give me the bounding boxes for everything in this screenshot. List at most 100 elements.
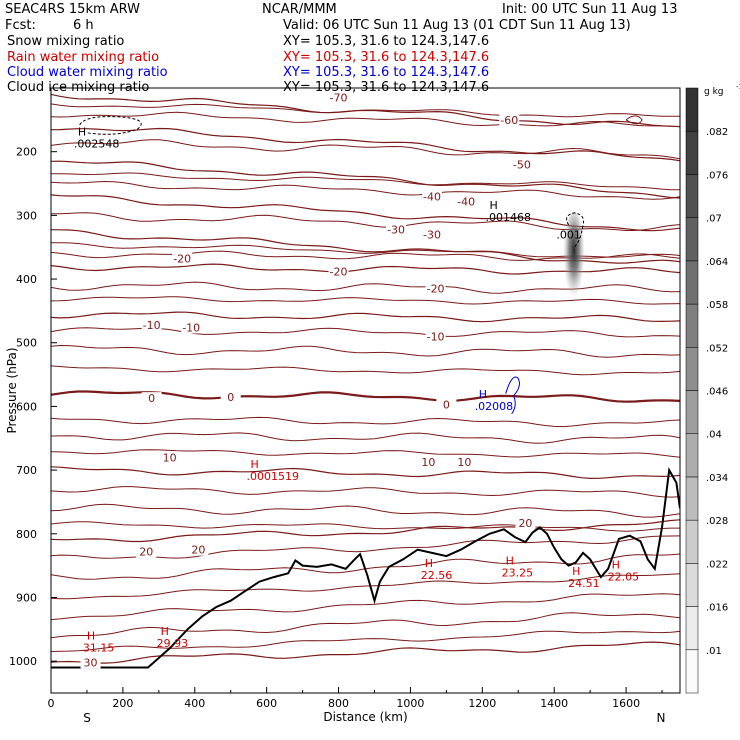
colorbar-label: .064 (706, 257, 728, 268)
field-name-snow: Snow mixing ratio (7, 34, 125, 49)
field-xy-cloud-water: XY= 105.3, 31.6 to 124.3,147.6 (283, 65, 490, 80)
colorbar-segment (685, 347, 699, 391)
terrain-layer (51, 466, 680, 669)
contour-label: 0 (227, 391, 234, 404)
colorbar-segment (685, 217, 699, 262)
maximum-value: .001468 (485, 211, 530, 224)
isotherm-line (51, 612, 680, 639)
x-tick-label: 1200 (468, 697, 496, 710)
colorbar-segment (685, 130, 699, 175)
y-tick-label: 300 (16, 209, 37, 222)
x-tick-label: 0 (48, 697, 55, 710)
isotherm-line (51, 296, 680, 305)
terrain-line (51, 466, 680, 669)
contour-label: -30 (423, 228, 441, 241)
colorbar-label: .07 (706, 214, 722, 225)
isotherm-line (51, 180, 680, 200)
contour-label: 20 (191, 544, 205, 557)
isotherm-line (51, 160, 680, 199)
x-end-left: S (83, 711, 91, 725)
isotherm-line (51, 521, 680, 532)
colorbar-unit: g kg (704, 87, 724, 97)
isotherm-line (51, 172, 680, 191)
contour-label-bg (425, 330, 446, 343)
y-tick-label: 500 (16, 337, 37, 350)
contour-label: -30 (387, 223, 405, 236)
contour-label: 30 (84, 656, 98, 669)
isotherm-line (51, 432, 680, 444)
maximum-marker: H (78, 126, 86, 139)
colorbar-segment (685, 519, 699, 564)
y-tick-label: 900 (16, 591, 37, 604)
model-title: SEAC4RS 15km ARW (5, 2, 141, 17)
isotherm-line (51, 111, 680, 128)
label-layer: -70 -60 -50 -40 -40 -30 -30 -20 -20 -20 -10 -10 -10 0… (74, 91, 640, 669)
contour-label: -60 (500, 114, 518, 127)
contour-label-bg (425, 282, 446, 295)
maximum-value: .02008 (475, 400, 513, 413)
maximum-value: 23.25 (502, 566, 534, 579)
contour-label: -50 (513, 158, 531, 171)
contour-label-bg (421, 190, 442, 203)
colorbar-label: .082 (706, 127, 728, 138)
isotherm-line (51, 139, 680, 160)
contour-label-bg (181, 321, 202, 334)
contour-label: -10 (427, 330, 445, 343)
colorbar-segment (685, 476, 699, 521)
isotherm-line (51, 263, 680, 275)
field-name-cloud-water: Cloud water mixing ratio (7, 65, 168, 80)
contour-label-bg (141, 318, 162, 331)
contour-label-bg (511, 158, 532, 171)
contour-label-bg (386, 223, 407, 236)
contour-label-bg (456, 195, 477, 208)
contour-label: -20 (173, 253, 191, 266)
contour-label-bg (418, 455, 439, 468)
snow-contour (79, 116, 142, 135)
isotherm-line (51, 486, 680, 498)
maximum-value: 24.51 (568, 577, 600, 590)
maximum-marker: H (250, 458, 258, 471)
contour-label: -70 (330, 92, 348, 105)
colorbar-label: .022 (706, 559, 728, 570)
field-xy-snow: XY= 105.3, 31.6 to 124.3,147.6 (283, 34, 490, 49)
contour-label-bg (136, 545, 157, 558)
isotherm-line (51, 416, 680, 428)
contour-label: 10 (163, 451, 177, 464)
contour-label-bg (188, 543, 209, 556)
field-name-rain: Rain water mixing ratio (7, 50, 160, 65)
contour-label-bg (328, 91, 349, 104)
init-time: Init: 00 UTC Sun 11 Aug 13 (502, 2, 678, 17)
colorbar-label: .052 (706, 343, 728, 354)
valid-time: Valid: 06 UTC Sun 11 Aug 13 (01 CDT Sun … (283, 18, 631, 33)
maximum-marker: H (506, 554, 514, 567)
contour-label: 0 (148, 392, 155, 405)
colorbar-label: .046 (706, 387, 728, 398)
x-axis-label: Distance (km) (323, 710, 407, 724)
isotherm-line (51, 503, 680, 518)
maximum-value: 29.93 (157, 637, 189, 650)
x-tick-label: 800 (328, 697, 349, 710)
y-tick-label: 1000 (9, 655, 37, 668)
colorbar-segment (685, 649, 699, 694)
maximum-marker: H (87, 629, 95, 642)
isotherm-line (51, 365, 680, 376)
colorbar-label: .016 (706, 603, 728, 614)
maximum-value: 22.56 (421, 569, 453, 582)
x-tick-label: 1000 (396, 697, 424, 710)
contour-label-bg (421, 228, 442, 241)
isotherm-line (51, 281, 680, 294)
maximum-marker: H (161, 625, 169, 638)
plot-frame (50, 87, 681, 694)
colorbar-segment (685, 87, 699, 132)
contour-label-bg (515, 516, 536, 529)
maximum-value: .002548 (74, 138, 120, 151)
contour-label: 20 (139, 546, 153, 559)
x-tick-label: 200 (112, 697, 133, 710)
contour-label: 0 (443, 399, 450, 412)
contour-label-bg (454, 455, 475, 468)
cloud-water-contour (505, 376, 520, 414)
maximum-value: 22.05 (608, 571, 640, 584)
colorbar-label: .01 (706, 646, 722, 657)
maximum-marker: H (572, 565, 580, 578)
